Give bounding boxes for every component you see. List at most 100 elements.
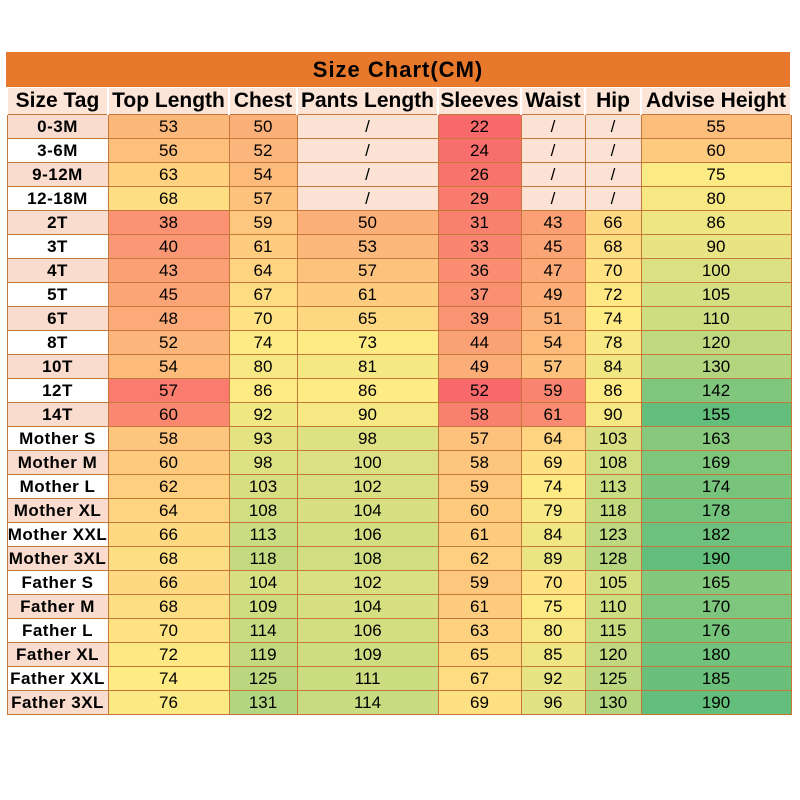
table-cell: 69 <box>520 450 586 475</box>
table-cell: 56 <box>107 138 230 163</box>
table-cell: 45 <box>107 282 230 307</box>
row-label: 0-3M <box>6 114 109 139</box>
table-cell: 60 <box>437 498 522 523</box>
table-cell: 108 <box>228 498 298 523</box>
table-row-12t: 12T 57 86 86 52 59 86 142 <box>6 378 792 403</box>
table-cell: 118 <box>584 498 642 523</box>
table-cell: 75 <box>640 162 792 187</box>
table-cell: 43 <box>520 210 586 235</box>
row-label: Father 3XL <box>6 690 109 715</box>
table-row-2t: 2T 38 59 50 31 43 66 86 <box>6 210 792 235</box>
table-cell: 66 <box>107 522 230 547</box>
table-cell: 178 <box>640 498 792 523</box>
row-label: 4T <box>6 258 109 283</box>
table-cell: 92 <box>228 402 298 427</box>
table-cell: 109 <box>296 642 439 667</box>
table-cell: 52 <box>437 378 522 403</box>
table-cell: 70 <box>520 570 586 595</box>
table-cell: 93 <box>228 426 298 451</box>
table-cell: 62 <box>437 546 522 571</box>
column-header-hip: Hip <box>584 88 642 115</box>
table-cell: 66 <box>107 570 230 595</box>
table-cell: 89 <box>520 546 586 571</box>
table-cell: 86 <box>228 378 298 403</box>
table-cell: 40 <box>107 234 230 259</box>
table-cell: 85 <box>520 642 586 667</box>
table-row-0-3m: 0-3M 53 50/22//55 <box>6 114 792 139</box>
table-cell: 125 <box>228 666 298 691</box>
table-cell: 59 <box>437 570 522 595</box>
table-cell: 68 <box>107 594 230 619</box>
column-header-pants-length: Pants Length <box>296 88 439 115</box>
table-row-3-6m: 3-6M 56 52/24//60 <box>6 138 792 163</box>
table-cell: 61 <box>296 282 439 307</box>
table-cell: 57 <box>520 354 586 379</box>
table-cell: / <box>296 114 439 139</box>
table-row-12-18m: 12-18M 68 57/29//80 <box>6 186 792 211</box>
table-cell: 81 <box>296 354 439 379</box>
row-label: Father L <box>6 618 109 643</box>
table-row-mother-m: Mother M 60 98 100 58 69 108 169 <box>6 450 792 475</box>
table-row-mother-3xl: Mother 3XL 68 118 108 62 89 128 190 <box>6 546 792 571</box>
table-row-8t: 8T 52 74 73 44 54 78 120 <box>6 330 792 355</box>
table-cell: / <box>584 138 642 163</box>
table-cell: 33 <box>437 234 522 259</box>
table-cell: 103 <box>228 474 298 499</box>
table-cell: 114 <box>228 618 298 643</box>
row-label: 12-18M <box>6 186 109 211</box>
table-cell: 55 <box>640 114 792 139</box>
column-header-chest: Chest <box>228 88 298 115</box>
row-label: 3-6M <box>6 138 109 163</box>
table-cell: 79 <box>520 498 586 523</box>
row-label: 5T <box>6 282 109 307</box>
table-cell: 78 <box>584 330 642 355</box>
table-cell: 70 <box>228 306 298 331</box>
table-cell: 47 <box>520 258 586 283</box>
table-cell: / <box>584 162 642 187</box>
table-cell: 118 <box>228 546 298 571</box>
row-label: Mother M <box>6 450 109 475</box>
table-cell: 37 <box>437 282 522 307</box>
table-cell: 29 <box>437 186 522 211</box>
size-table: Size Tag Top Length Chest Pants Length Sleev… <box>6 88 792 715</box>
table-row-9-12m: 9-12M 63 54/26//75 <box>6 162 792 187</box>
table-cell: 68 <box>107 186 230 211</box>
table-cell: 73 <box>296 330 439 355</box>
table-cell: 170 <box>640 594 792 619</box>
row-label: Mother 3XL <box>6 546 109 571</box>
table-cell: 63 <box>437 618 522 643</box>
table-row-mother-s: Mother S 58 93 98 57 64 103 163 <box>6 426 792 451</box>
table-cell: 190 <box>640 546 792 571</box>
header-row: Size Tag Top Length Chest Pants Length Sleev… <box>6 88 792 115</box>
table-cell: 66 <box>584 210 642 235</box>
table-row-14t: 14T 60 92 90 58 61 90 155 <box>6 402 792 427</box>
table-cell: 60 <box>107 450 230 475</box>
table-row-father-s: Father S 66 104 102 59 70 105 165 <box>6 570 792 595</box>
table-cell: 39 <box>437 306 522 331</box>
table-cell: 92 <box>520 666 586 691</box>
row-label: Mother S <box>6 426 109 451</box>
table-cell: / <box>520 138 586 163</box>
table-cell: 176 <box>640 618 792 643</box>
row-label: 9-12M <box>6 162 109 187</box>
row-label: Father XXL <box>6 666 109 691</box>
table-cell: 180 <box>640 642 792 667</box>
table-cell: 57 <box>296 258 439 283</box>
table-cell: 110 <box>640 306 792 331</box>
table-cell: 109 <box>228 594 298 619</box>
table-row-father-l: Father L 70 114 106 63 80 115 176 <box>6 618 792 643</box>
table-cell: 108 <box>584 450 642 475</box>
table-cell: 60 <box>107 402 230 427</box>
table-cell: 63 <box>107 162 230 187</box>
table-cell: 165 <box>640 570 792 595</box>
table-cell: 60 <box>640 138 792 163</box>
table-cell: 24 <box>437 138 522 163</box>
table-cell: 51 <box>520 306 586 331</box>
table-cell: 72 <box>584 282 642 307</box>
table-cell: 49 <box>520 282 586 307</box>
table-cell: 38 <box>107 210 230 235</box>
table-cell: 182 <box>640 522 792 547</box>
table-cell: 90 <box>584 402 642 427</box>
table-cell: 102 <box>296 474 439 499</box>
